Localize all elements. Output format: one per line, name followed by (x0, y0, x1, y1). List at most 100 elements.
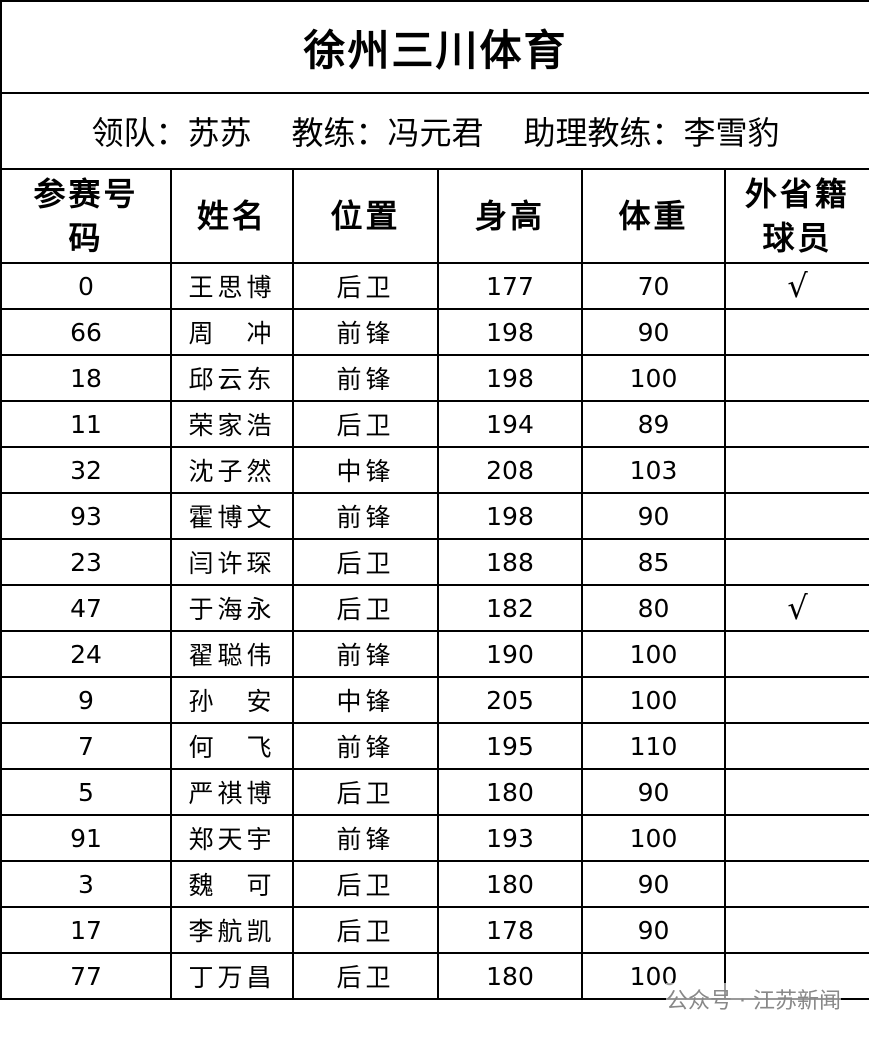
cell-number: 17 (0, 906, 172, 954)
cell-height: 178 (437, 906, 583, 954)
cell-weight: 90 (581, 906, 726, 954)
cell-height: 195 (437, 722, 583, 770)
data-row: 11 荣家浩 后卫 194 89 (0, 400, 869, 448)
cell-position: 前锋 (292, 630, 439, 678)
cell-number: 0 (0, 262, 172, 310)
staff-item: 助理教练：李雪豹 (523, 114, 780, 152)
header-text: 外省籍球员 (745, 175, 851, 257)
roster-table: 徐州三川体育 领队：苏苏 教练：冯元君 助理教练：李雪豹 参赛号码 姓名 位置 身高 体重 外… (0, 0, 869, 1000)
cell-foreign: √ (723, 584, 869, 632)
cell-height: 198 (437, 308, 583, 356)
cell-position: 前锋 (292, 492, 439, 540)
cell-weight: 85 (581, 538, 726, 586)
cell-position: 后卫 (292, 952, 439, 1000)
cell-height: 188 (437, 538, 583, 586)
cell-position: 后卫 (292, 860, 439, 908)
cell-position: 后卫 (292, 906, 439, 954)
cell-name: 翟聪伟 (170, 630, 294, 678)
cell-height: 208 (437, 446, 583, 494)
watermark: 公众号 · 江苏新闻 (666, 983, 841, 1015)
cell-foreign (723, 676, 869, 724)
staff-cell: 领队：苏苏 教练：冯元君 助理教练：李雪豹 (0, 92, 869, 170)
cell-position: 中锋 (292, 676, 439, 724)
title-row: 徐州三川体育 (0, 0, 869, 94)
cell-position: 后卫 (292, 400, 439, 448)
cell-name: 王思博 (170, 262, 294, 310)
data-row: 18 邱云东 前锋 198 100 (0, 354, 869, 402)
data-row: 24 翟聪伟 前锋 190 100 (0, 630, 869, 678)
cell-name: 沈子然 (170, 446, 294, 494)
header-row: 参赛号码 姓名 位置 身高 体重 外省籍球员 (0, 168, 869, 264)
cell-number: 93 (0, 492, 172, 540)
cell-weight: 70 (581, 262, 726, 310)
cell-weight: 80 (581, 584, 726, 632)
cell-name: 闫许琛 (170, 538, 294, 586)
cell-name: 邱云东 (170, 354, 294, 402)
cell-weight: 89 (581, 400, 726, 448)
cell-height: 194 (437, 400, 583, 448)
cell-weight: 100 (581, 630, 726, 678)
cell-foreign (723, 768, 869, 816)
data-row: 23 闫许琛 后卫 188 85 (0, 538, 869, 586)
cell-foreign (723, 400, 869, 448)
cell-weight: 90 (581, 860, 726, 908)
cell-foreign (723, 630, 869, 678)
cell-number: 23 (0, 538, 172, 586)
cell-height: 180 (437, 952, 583, 1000)
cell-weight: 100 (581, 354, 726, 402)
header-cell: 身高 (437, 168, 583, 264)
header-text: 体重 (618, 197, 689, 235)
data-row: 5 严祺博 后卫 180 90 (0, 768, 869, 816)
cell-weight: 100 (581, 814, 726, 862)
staff-item: 教练：冯元君 (291, 114, 484, 152)
cell-position: 后卫 (292, 262, 439, 310)
data-row: 91 郑天宇 前锋 193 100 (0, 814, 869, 862)
cell-height: 180 (437, 768, 583, 816)
cell-height: 182 (437, 584, 583, 632)
data-row: 66 周 冲前锋 198 90 (0, 308, 869, 356)
header-cell: 参赛号码 (0, 168, 172, 264)
header-cell: 外省籍球员 (723, 168, 869, 264)
cell-weight: 90 (581, 308, 726, 356)
cell-name: 何 飞 (170, 722, 294, 770)
cell-foreign: √ (723, 262, 869, 310)
cell-position: 后卫 (292, 538, 439, 586)
cell-foreign (723, 906, 869, 954)
cell-name: 李航凯 (170, 906, 294, 954)
cell-position: 后卫 (292, 584, 439, 632)
data-row: 0 王思博 后卫 177 70 √ (0, 262, 869, 310)
table-body: 徐州三川体育 领队：苏苏 教练：冯元君 助理教练：李雪豹 参赛号码 姓名 位置 身高 体重 外… (0, 0, 869, 1000)
cell-position: 前锋 (292, 308, 439, 356)
cell-position: 中锋 (292, 446, 439, 494)
cell-height: 198 (437, 492, 583, 540)
cell-height: 205 (437, 676, 583, 724)
cell-height: 190 (437, 630, 583, 678)
data-row: 47 于海永 后卫 182 80 √ (0, 584, 869, 632)
cell-number: 7 (0, 722, 172, 770)
cell-foreign (723, 354, 869, 402)
cell-weight: 100 (581, 676, 726, 724)
header-cell: 姓名 (170, 168, 294, 264)
cell-number: 66 (0, 308, 172, 356)
cell-number: 77 (0, 952, 172, 1000)
data-row: 32 沈子然 中锋 208 103 (0, 446, 869, 494)
cell-number: 32 (0, 446, 172, 494)
cell-name: 荣家浩 (170, 400, 294, 448)
cell-weight: 90 (581, 768, 726, 816)
data-row: 17 李航凯 后卫 178 90 (0, 906, 869, 954)
cell-name: 霍博文 (170, 492, 294, 540)
cell-foreign (723, 538, 869, 586)
cell-position: 前锋 (292, 814, 439, 862)
cell-foreign (723, 860, 869, 908)
cell-foreign (723, 722, 869, 770)
cell-position: 后卫 (292, 768, 439, 816)
header-text: 参赛号码 (33, 175, 139, 257)
header-cell: 位置 (292, 168, 439, 264)
cell-name: 周 冲 (170, 308, 294, 356)
data-row: 93 霍博文 前锋 198 90 (0, 492, 869, 540)
cell-height: 198 (437, 354, 583, 402)
cell-number: 9 (0, 676, 172, 724)
